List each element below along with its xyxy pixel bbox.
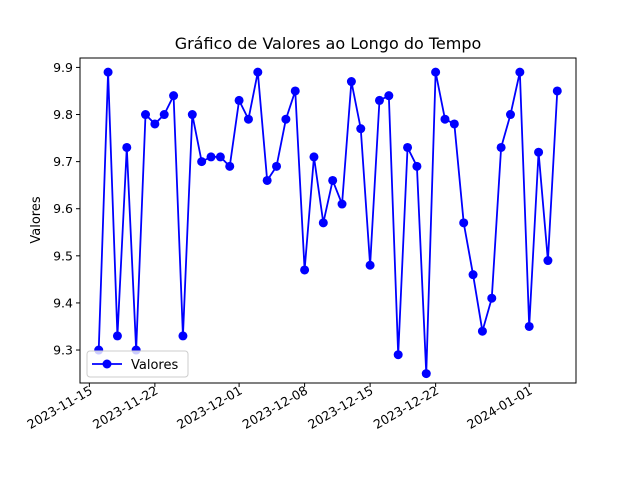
data-point (543, 256, 553, 266)
data-point (112, 331, 122, 341)
y-tick-label: 9.8 (53, 107, 73, 122)
data-point (403, 142, 413, 152)
legend-box (86, 350, 189, 378)
data-point (449, 119, 459, 129)
data-point (534, 147, 544, 157)
series-line-valores (97, 71, 559, 375)
legend-label-valores: Valores (131, 358, 178, 373)
data-point (505, 110, 515, 120)
y-tick-label: 9.6 (53, 201, 73, 216)
data-point (197, 157, 207, 167)
data-point (412, 161, 422, 171)
data-point (356, 124, 366, 134)
plot-frame (79, 57, 577, 384)
data-point (206, 152, 216, 162)
plot-area (80, 58, 576, 383)
data-point (150, 119, 160, 129)
data-point (440, 114, 450, 124)
data-point (384, 91, 394, 101)
data-point (122, 142, 132, 152)
series-layer (94, 67, 562, 379)
data-point (459, 218, 469, 228)
data-point (243, 114, 253, 124)
data-point (421, 369, 431, 379)
data-point (337, 199, 347, 209)
data-point (215, 152, 225, 162)
data-point (103, 67, 113, 77)
y-tick-label: 9.3 (53, 343, 73, 358)
legend: Valores (86, 350, 189, 378)
data-point (365, 260, 375, 270)
data-point (225, 161, 235, 171)
data-point (552, 86, 562, 96)
data-point (328, 175, 338, 185)
data-point (253, 67, 263, 77)
y-tick-label: 9.7 (53, 154, 73, 169)
y-tick-label: 9.4 (53, 295, 73, 310)
data-point (515, 67, 525, 77)
data-point (272, 161, 282, 171)
data-point (290, 86, 300, 96)
data-point (169, 91, 179, 101)
data-point (393, 350, 403, 360)
data-point (300, 265, 310, 275)
data-point (141, 110, 151, 120)
data-point (159, 110, 169, 120)
y-axis: 9.3 9.4 9.5 9.6 9.7 9.8 9.9 (53, 60, 80, 358)
data-point (262, 175, 272, 185)
data-point (346, 77, 356, 87)
legend-marker (102, 359, 112, 369)
data-point (374, 95, 384, 105)
data-point (178, 331, 188, 341)
data-point (487, 293, 497, 303)
data-point (496, 142, 506, 152)
data-point (318, 218, 328, 228)
data-point (309, 152, 319, 162)
data-point (477, 326, 487, 336)
data-point (234, 95, 244, 105)
y-tick-label: 9.5 (53, 248, 73, 263)
data-point (468, 270, 478, 280)
data-point (187, 110, 197, 120)
y-tick-label: 9.9 (53, 60, 73, 75)
data-point (281, 114, 291, 124)
y-axis-label: Valores (29, 196, 44, 243)
chart-title: Gráfico de Valores ao Longo do Tempo (175, 34, 482, 53)
data-point (524, 321, 534, 331)
data-point (431, 67, 441, 77)
